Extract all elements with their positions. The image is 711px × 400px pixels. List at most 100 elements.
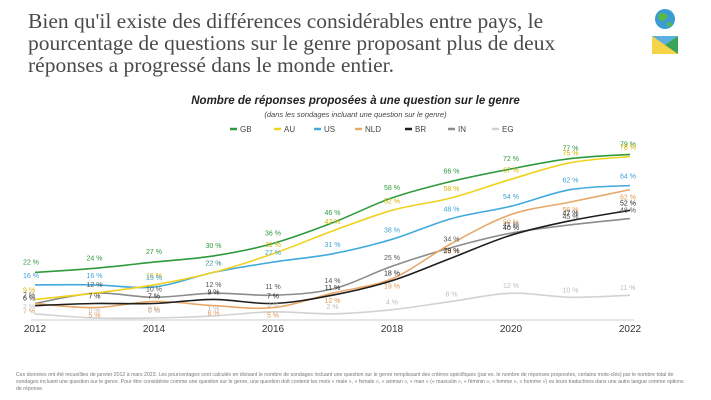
data-label-br-2018: 18 % — [384, 271, 400, 278]
data-label-us-2021: 62 % — [563, 178, 579, 185]
data-label-nld-2012: 7 % — [23, 309, 35, 316]
series-line-br — [34, 209, 631, 307]
series-line-gb — [34, 153, 631, 274]
data-label-au-2015: 22 % — [206, 260, 222, 267]
data-label-au-2016: 31 % — [265, 242, 281, 249]
data-label-us-2012: 16 % — [23, 273, 39, 280]
data-label-nld-2016: 5 % — [267, 313, 279, 320]
data-label-br-2012: 6 % — [23, 296, 35, 303]
data-label-nld-2015: 6 % — [207, 311, 219, 318]
data-label-br-2014: 7 % — [148, 294, 160, 301]
data-label-us-2019: 48 % — [444, 207, 460, 214]
x-tick-label-2020: 2020 — [500, 324, 523, 335]
data-label-au-2018: 52 % — [384, 198, 400, 205]
legend-label-nld: NLD — [365, 125, 381, 134]
data-label-eg-2015: 1 % — [207, 306, 219, 313]
data-label-in-2018: 25 % — [384, 255, 400, 262]
data-label-in-2022: 48 % — [620, 208, 636, 215]
data-label-gb-2015: 30 % — [206, 243, 222, 250]
data-label-au-2021: 75 % — [563, 151, 579, 158]
data-label-in-2013: 12 % — [87, 282, 103, 289]
x-tick-label-2022: 2022 — [619, 324, 642, 335]
data-label-us-2014: 15 % — [146, 275, 162, 282]
data-label-gb-2014: 27 % — [146, 249, 162, 256]
data-label-us-2017: 31 % — [325, 242, 341, 249]
data-label-nld-2018: 19 % — [384, 284, 400, 291]
data-label-br-2019: 29 % — [444, 248, 460, 255]
data-label-in-2020: 41 % — [503, 222, 519, 229]
series-line-nld — [34, 188, 631, 310]
data-label-eg-2018: 4 % — [386, 300, 398, 307]
data-label-us-2022: 64 % — [620, 173, 636, 180]
legend-label-in: IN — [458, 125, 466, 134]
data-label-in-2012: 7 % — [23, 293, 35, 300]
data-label-in-2016: 11 % — [265, 284, 280, 291]
data-label-gb-2018: 58 % — [384, 185, 400, 192]
data-label-eg-2021: 10 % — [563, 287, 579, 294]
data-label-nld-2014: 8 % — [148, 306, 160, 313]
data-label-nld-2019: 36 % — [444, 248, 460, 255]
data-label-in-2021: 45 % — [563, 214, 579, 221]
footnote: Ces données ont été recueillies de janvi… — [16, 372, 684, 392]
line-chart: 2012 2014 2016 2018 2020 2022 GB AU US NLD BR IN EG 2… — [23, 125, 642, 335]
data-label-br-2022: 52 % — [620, 200, 636, 207]
data-label-eg-2013: 0 % — [88, 308, 100, 315]
data-label-us-2018: 38 % — [384, 227, 400, 234]
data-label-gb-2013: 24 % — [87, 255, 103, 262]
data-label-eg-2019: 8 % — [445, 291, 457, 298]
data-label-au-2020: 67 % — [503, 167, 519, 174]
data-label-eg-2017: 2 % — [326, 304, 338, 311]
data-label-eg-2022: 11 % — [620, 285, 635, 292]
series-line-eg — [34, 292, 631, 320]
chart-subtitle: (dans les sondages incluant une question… — [264, 110, 447, 119]
data-label-in-2015: 12 % — [206, 282, 222, 289]
data-label-gb-2017: 46 % — [325, 210, 341, 217]
data-label-in-2019: 34 % — [444, 237, 460, 244]
legend-label-gb: GB — [240, 125, 252, 134]
data-label-us-2020: 54 % — [503, 194, 519, 201]
series-line-au — [34, 155, 631, 301]
brand-logo — [652, 9, 678, 54]
data-label-br-2015: 9 % — [207, 289, 219, 296]
data-label-au-2022: 78 % — [620, 144, 636, 151]
x-tick-label-2014: 2014 — [143, 324, 166, 335]
data-label-eg-2016: 3 % — [267, 302, 279, 309]
legend-label-us: US — [324, 125, 335, 134]
data-label-br-2017: 11 % — [325, 285, 340, 292]
data-label-nld-2020: 50 % — [503, 219, 519, 226]
data-label-br-2020: 40 % — [503, 225, 519, 232]
data-label-us-2013: 16 % — [87, 273, 103, 280]
data-label-gb-2022: 79 % — [620, 141, 636, 148]
x-tick-label-2018: 2018 — [381, 324, 404, 335]
data-label-eg-2014: 0 % — [148, 308, 160, 315]
data-label-eg-2012: 2 % — [23, 304, 35, 311]
data-label-br-2021: 47 % — [563, 211, 579, 218]
chart-title: Nombre de réponses proposées à une quest… — [191, 95, 520, 107]
x-tick-label-2016: 2016 — [262, 324, 285, 335]
data-label-gb-2021: 77 % — [563, 146, 579, 153]
legend-label-eg: EG — [502, 125, 514, 134]
data-label-us-2016: 27 % — [265, 250, 281, 257]
data-label-gb-2020: 72 % — [503, 156, 519, 163]
data-label-br-2016: 7 % — [267, 294, 279, 301]
series-line-us — [34, 184, 631, 289]
legend-label-au: AU — [284, 125, 295, 134]
legend-label-br: BR — [415, 125, 426, 134]
data-label-nld-2021: 56 % — [563, 207, 579, 214]
data-label-gb-2012: 22 % — [23, 259, 39, 266]
data-label-eg-2020: 12 % — [503, 283, 519, 290]
data-label-us-2015: 22 % — [206, 260, 222, 267]
data-label-br-2013: 7 % — [88, 294, 100, 301]
data-label-nld-2017: 12 % — [325, 298, 341, 305]
data-label-gb-2019: 66 % — [444, 168, 460, 175]
data-label-in-2017: 14 % — [325, 278, 341, 285]
data-label-nld-2022: 62 % — [620, 195, 636, 202]
x-tick-label-2012: 2012 — [24, 324, 47, 335]
data-label-au-2019: 58 % — [444, 186, 460, 193]
data-label-au-2012: 9 % — [23, 287, 35, 294]
data-label-in-2014: 10 % — [146, 286, 162, 293]
data-label-au-2014: 16 % — [146, 273, 162, 280]
data-label-nld-2013: 5 % — [88, 313, 100, 320]
data-label-au-2017: 42 % — [325, 219, 341, 226]
headline: Bien qu'il existe des différences consid… — [28, 9, 556, 77]
